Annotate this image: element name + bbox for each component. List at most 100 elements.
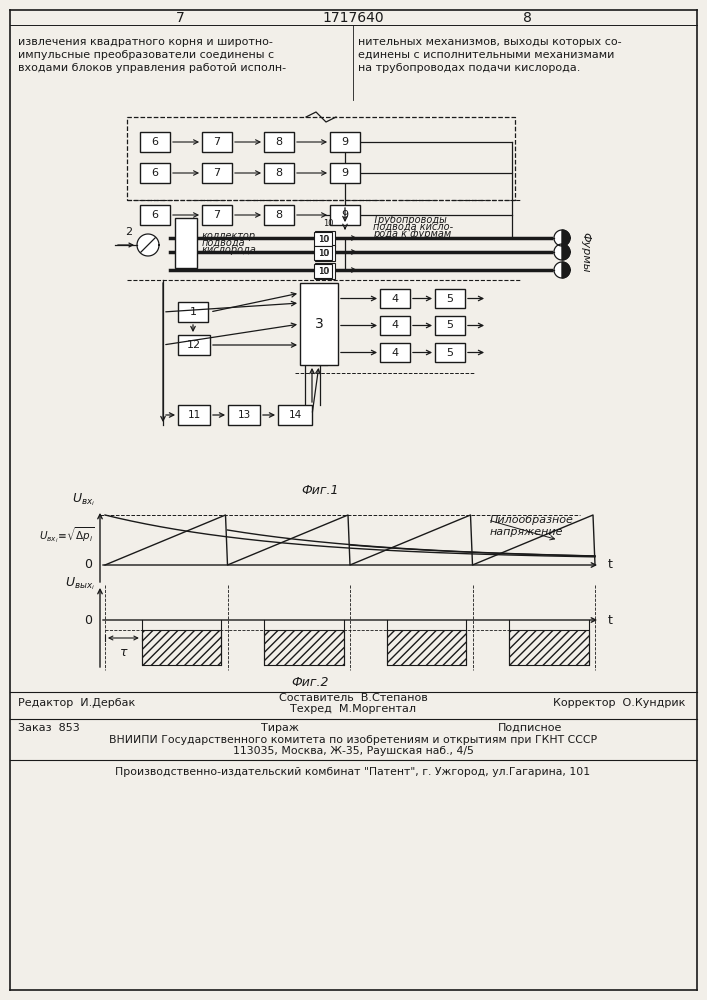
Bar [178, 335, 210, 355]
Text: напряжение: напряжение [490, 527, 563, 537]
Text: 4: 4 [392, 348, 399, 358]
Text: 5: 5 [447, 348, 453, 358]
Text: 10: 10 [320, 234, 331, 243]
Text: 11: 11 [187, 410, 201, 420]
Bar [202, 163, 232, 183]
Bar [330, 132, 360, 152]
Text: 8: 8 [276, 210, 283, 220]
Text: Пилообразное: Пилообразное [490, 515, 574, 525]
Bar [435, 289, 465, 308]
Text: Составитель  В.Степанов: Составитель В.Степанов [279, 693, 427, 703]
Text: коллектор: коллектор [202, 231, 256, 241]
Text: 5: 5 [447, 294, 453, 304]
Text: 10: 10 [317, 234, 328, 243]
Text: 1717640: 1717640 [322, 11, 384, 25]
Text: входами блоков управления работой исполн-: входами блоков управления работой исполн… [18, 63, 286, 73]
Bar [264, 163, 294, 183]
Polygon shape [554, 230, 570, 246]
Bar [387, 630, 467, 665]
Text: 10: 10 [323, 219, 333, 228]
Bar [140, 132, 170, 152]
Text: Фиг.2: Фиг.2 [291, 676, 329, 688]
Bar [314, 246, 332, 260]
Text: Редактор  И.Дербак: Редактор И.Дербак [18, 698, 135, 708]
Text: Производственно-издательский комбинат "Патент", г. Ужгород, ул.Гагарина, 101: Производственно-издательский комбинат "П… [115, 767, 590, 777]
Text: 9: 9 [341, 210, 349, 220]
Text: 7: 7 [214, 210, 221, 220]
Bar [330, 205, 360, 225]
Bar [330, 163, 360, 183]
Text: 113035, Москва, Ж-35, Раушская наб., 4/5: 113035, Москва, Ж-35, Раушская наб., 4/5 [233, 746, 474, 756]
Text: $U_{вх_i}\!\equiv\!\sqrt{\Delta p_i}$: $U_{вх_i}\!\equiv\!\sqrt{\Delta p_i}$ [40, 525, 95, 545]
Text: 13: 13 [238, 410, 250, 420]
Text: кислорода: кислорода [202, 245, 257, 255]
Text: единены с исполнительными механизмами: единены с исполнительными механизмами [358, 50, 614, 60]
Bar [127, 117, 515, 200]
Text: $U_{вых_i}$: $U_{вых_i}$ [65, 575, 95, 592]
Text: 14: 14 [288, 410, 302, 420]
Text: рода к фурмам: рода к фурмам [373, 229, 451, 239]
Text: Тираж: Тираж [261, 723, 299, 733]
Text: Фиг.1: Фиг.1 [301, 484, 339, 496]
Text: 10: 10 [323, 251, 333, 260]
Text: Заказ  853: Заказ 853 [18, 723, 80, 733]
Text: t: t [608, 613, 613, 626]
Bar [175, 218, 197, 268]
Text: 4: 4 [392, 320, 399, 330]
Text: 5: 5 [447, 320, 453, 330]
Text: импульсные преобразователи соединены с: импульсные преобразователи соединены с [18, 50, 274, 60]
Bar [380, 343, 410, 362]
Bar [264, 205, 294, 225]
Bar [509, 630, 589, 665]
Bar [380, 289, 410, 308]
Bar [264, 132, 294, 152]
Text: извлечения квадратного корня и широтно-: извлечения квадратного корня и широтно- [18, 37, 273, 47]
Polygon shape [137, 234, 159, 256]
Bar [314, 232, 332, 246]
Text: 7: 7 [214, 168, 221, 178]
Text: 10: 10 [320, 266, 331, 275]
Text: 10: 10 [317, 248, 328, 257]
Text: 8: 8 [276, 168, 283, 178]
Bar [140, 205, 170, 225]
Text: 4: 4 [392, 294, 399, 304]
Text: 6: 6 [151, 210, 158, 220]
Bar [140, 163, 170, 183]
Bar [380, 316, 410, 335]
Text: Техред  М.Моргентал: Техред М.Моргентал [290, 704, 416, 714]
Text: 7: 7 [175, 11, 185, 25]
Text: $U_{вх_i}$: $U_{вх_i}$ [72, 491, 95, 508]
Text: 2: 2 [125, 227, 132, 237]
Bar [314, 264, 332, 278]
Text: 12: 12 [187, 340, 201, 350]
Text: 8: 8 [276, 137, 283, 147]
Text: 6: 6 [151, 137, 158, 147]
Text: 9: 9 [341, 137, 349, 147]
Text: Подписное: Подписное [498, 723, 562, 733]
Text: Корректор  О.Кундрик: Корректор О.Кундрик [553, 698, 685, 708]
Text: 8: 8 [522, 11, 532, 25]
Bar [315, 245, 335, 261]
Bar [141, 630, 221, 665]
Text: Фурмы: Фурмы [580, 232, 590, 272]
Bar [315, 231, 335, 247]
Text: на трубопроводах подачи кислорода.: на трубопроводах подачи кислорода. [358, 63, 580, 73]
Bar [228, 405, 260, 425]
Polygon shape [554, 244, 570, 260]
Text: 3: 3 [315, 317, 323, 331]
Polygon shape [554, 262, 570, 278]
Text: $\tau$: $\tau$ [119, 646, 128, 659]
Text: 10: 10 [320, 248, 331, 257]
Text: 10: 10 [317, 266, 328, 275]
Text: t: t [608, 558, 613, 572]
Bar [178, 405, 210, 425]
Text: 1: 1 [189, 307, 197, 317]
Text: 0: 0 [84, 558, 92, 572]
Bar [278, 405, 312, 425]
Text: Трубопроводы: Трубопроводы [373, 215, 448, 225]
Text: подвода: подвода [202, 238, 245, 248]
Text: 0: 0 [84, 613, 92, 626]
Text: подвода кисло-: подвода кисло- [373, 222, 453, 232]
Text: ВНИИПИ Государственного комитета по изобретениям и открытиям при ГКНТ СССР: ВНИИПИ Государственного комитета по изоб… [109, 735, 597, 745]
Bar [315, 263, 335, 279]
